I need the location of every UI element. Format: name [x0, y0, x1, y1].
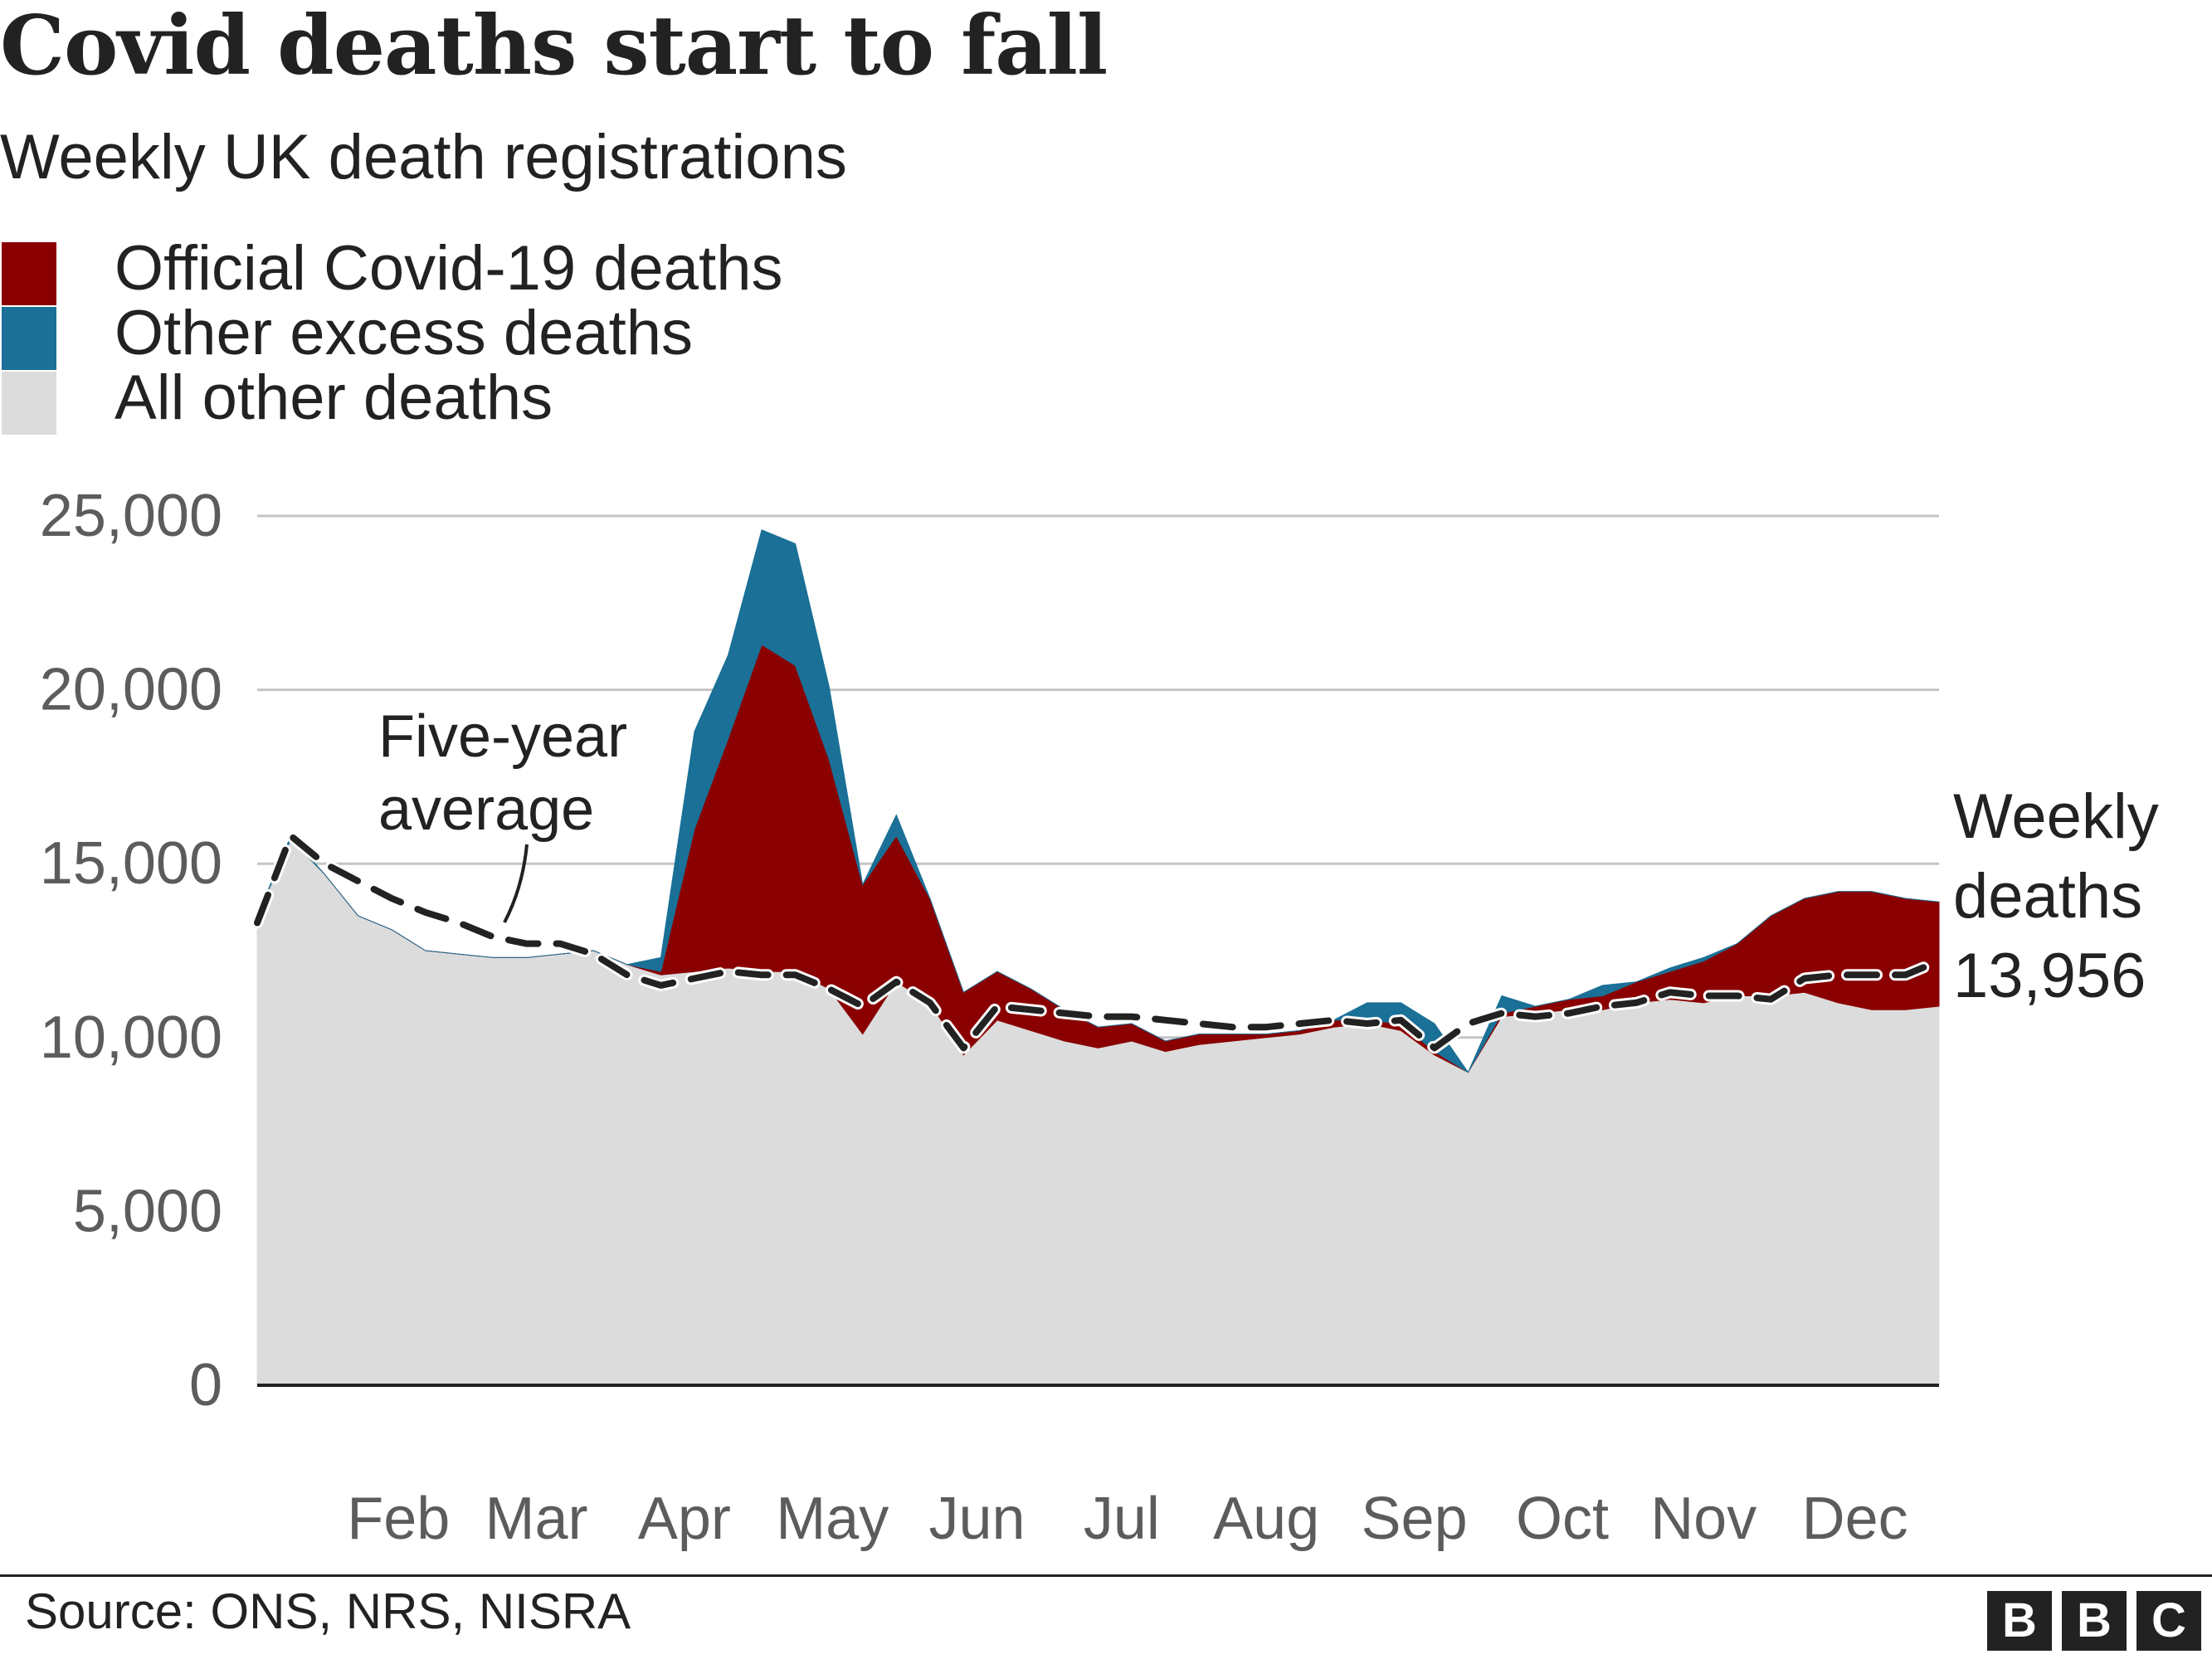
- annotation-five-year-average: average: [378, 776, 594, 843]
- y-tick-label: 20,000: [40, 657, 222, 723]
- y-tick-label: 15,000: [40, 830, 222, 897]
- legend-label-other: All other deaths: [114, 362, 553, 433]
- chart-subtitle: Weekly UK death registrations: [0, 122, 847, 192]
- x-tick-label: Dec: [1802, 1486, 1908, 1552]
- legend-swatch-other: [2, 372, 56, 435]
- bbc-logo-letter: B: [1987, 1591, 2052, 1651]
- annotation-weekly-deaths: 13,956: [1953, 941, 2146, 1011]
- bbc-logo-letter: B: [2062, 1591, 2127, 1651]
- x-tick-label: Oct: [1516, 1486, 1609, 1552]
- x-tick-label: Feb: [347, 1486, 450, 1552]
- y-tick-label: 25,000: [40, 483, 222, 549]
- y-tick-label: 0: [189, 1352, 222, 1418]
- area-other-excess-deaths: [256, 529, 1940, 1073]
- legend-swatch-excess: [2, 307, 56, 370]
- axes: 0 5,000 10,000 15,000 20,000 25,000 Feb Mar Apr M…: [40, 483, 1939, 1552]
- x-tick-label: Aug: [1213, 1486, 1319, 1552]
- x-tick-label: Apr: [638, 1486, 731, 1552]
- x-tick-label: Mar: [485, 1486, 587, 1552]
- legend-label-covid: Official Covid-19 deaths: [114, 233, 783, 304]
- legend-label-excess: Other excess deaths: [114, 298, 694, 368]
- annotation-pointer: [503, 844, 529, 923]
- annotation-weekly-deaths: deaths: [1953, 861, 2142, 932]
- x-tick-label: May: [776, 1486, 889, 1552]
- annotation-five-year-average: Five-year: [378, 703, 627, 770]
- x-tick-label: Nov: [1650, 1486, 1756, 1552]
- y-tick-label: 10,000: [40, 1005, 222, 1071]
- legend-swatch-covid: [2, 242, 56, 305]
- chart-title: Covid deaths start to fall: [0, 0, 1108, 94]
- bbc-logo: B B C: [1987, 1591, 2203, 1651]
- average-line: [254, 832, 1942, 1052]
- x-tick-label: Jun: [929, 1486, 1026, 1552]
- footer-rule: [0, 1574, 2212, 1577]
- source-note: Source: ONS, NRS, NISRA: [25, 1584, 631, 1639]
- annotation-weekly-deaths: Weekly: [1953, 781, 2159, 852]
- x-tick-label: Sep: [1362, 1486, 1468, 1552]
- chart-area: 0 5,000 10,000 15,000 20,000 25,000 Feb Mar Apr M…: [40, 483, 2159, 1552]
- x-tick-label: Jul: [1084, 1486, 1160, 1552]
- area-all-other-deaths: [256, 839, 1940, 1386]
- average-line-layer: [251, 830, 1945, 1054]
- bbc-logo-letter: C: [2136, 1591, 2201, 1651]
- area-series: [256, 529, 1940, 1386]
- y-tick-label: 5,000: [73, 1178, 222, 1244]
